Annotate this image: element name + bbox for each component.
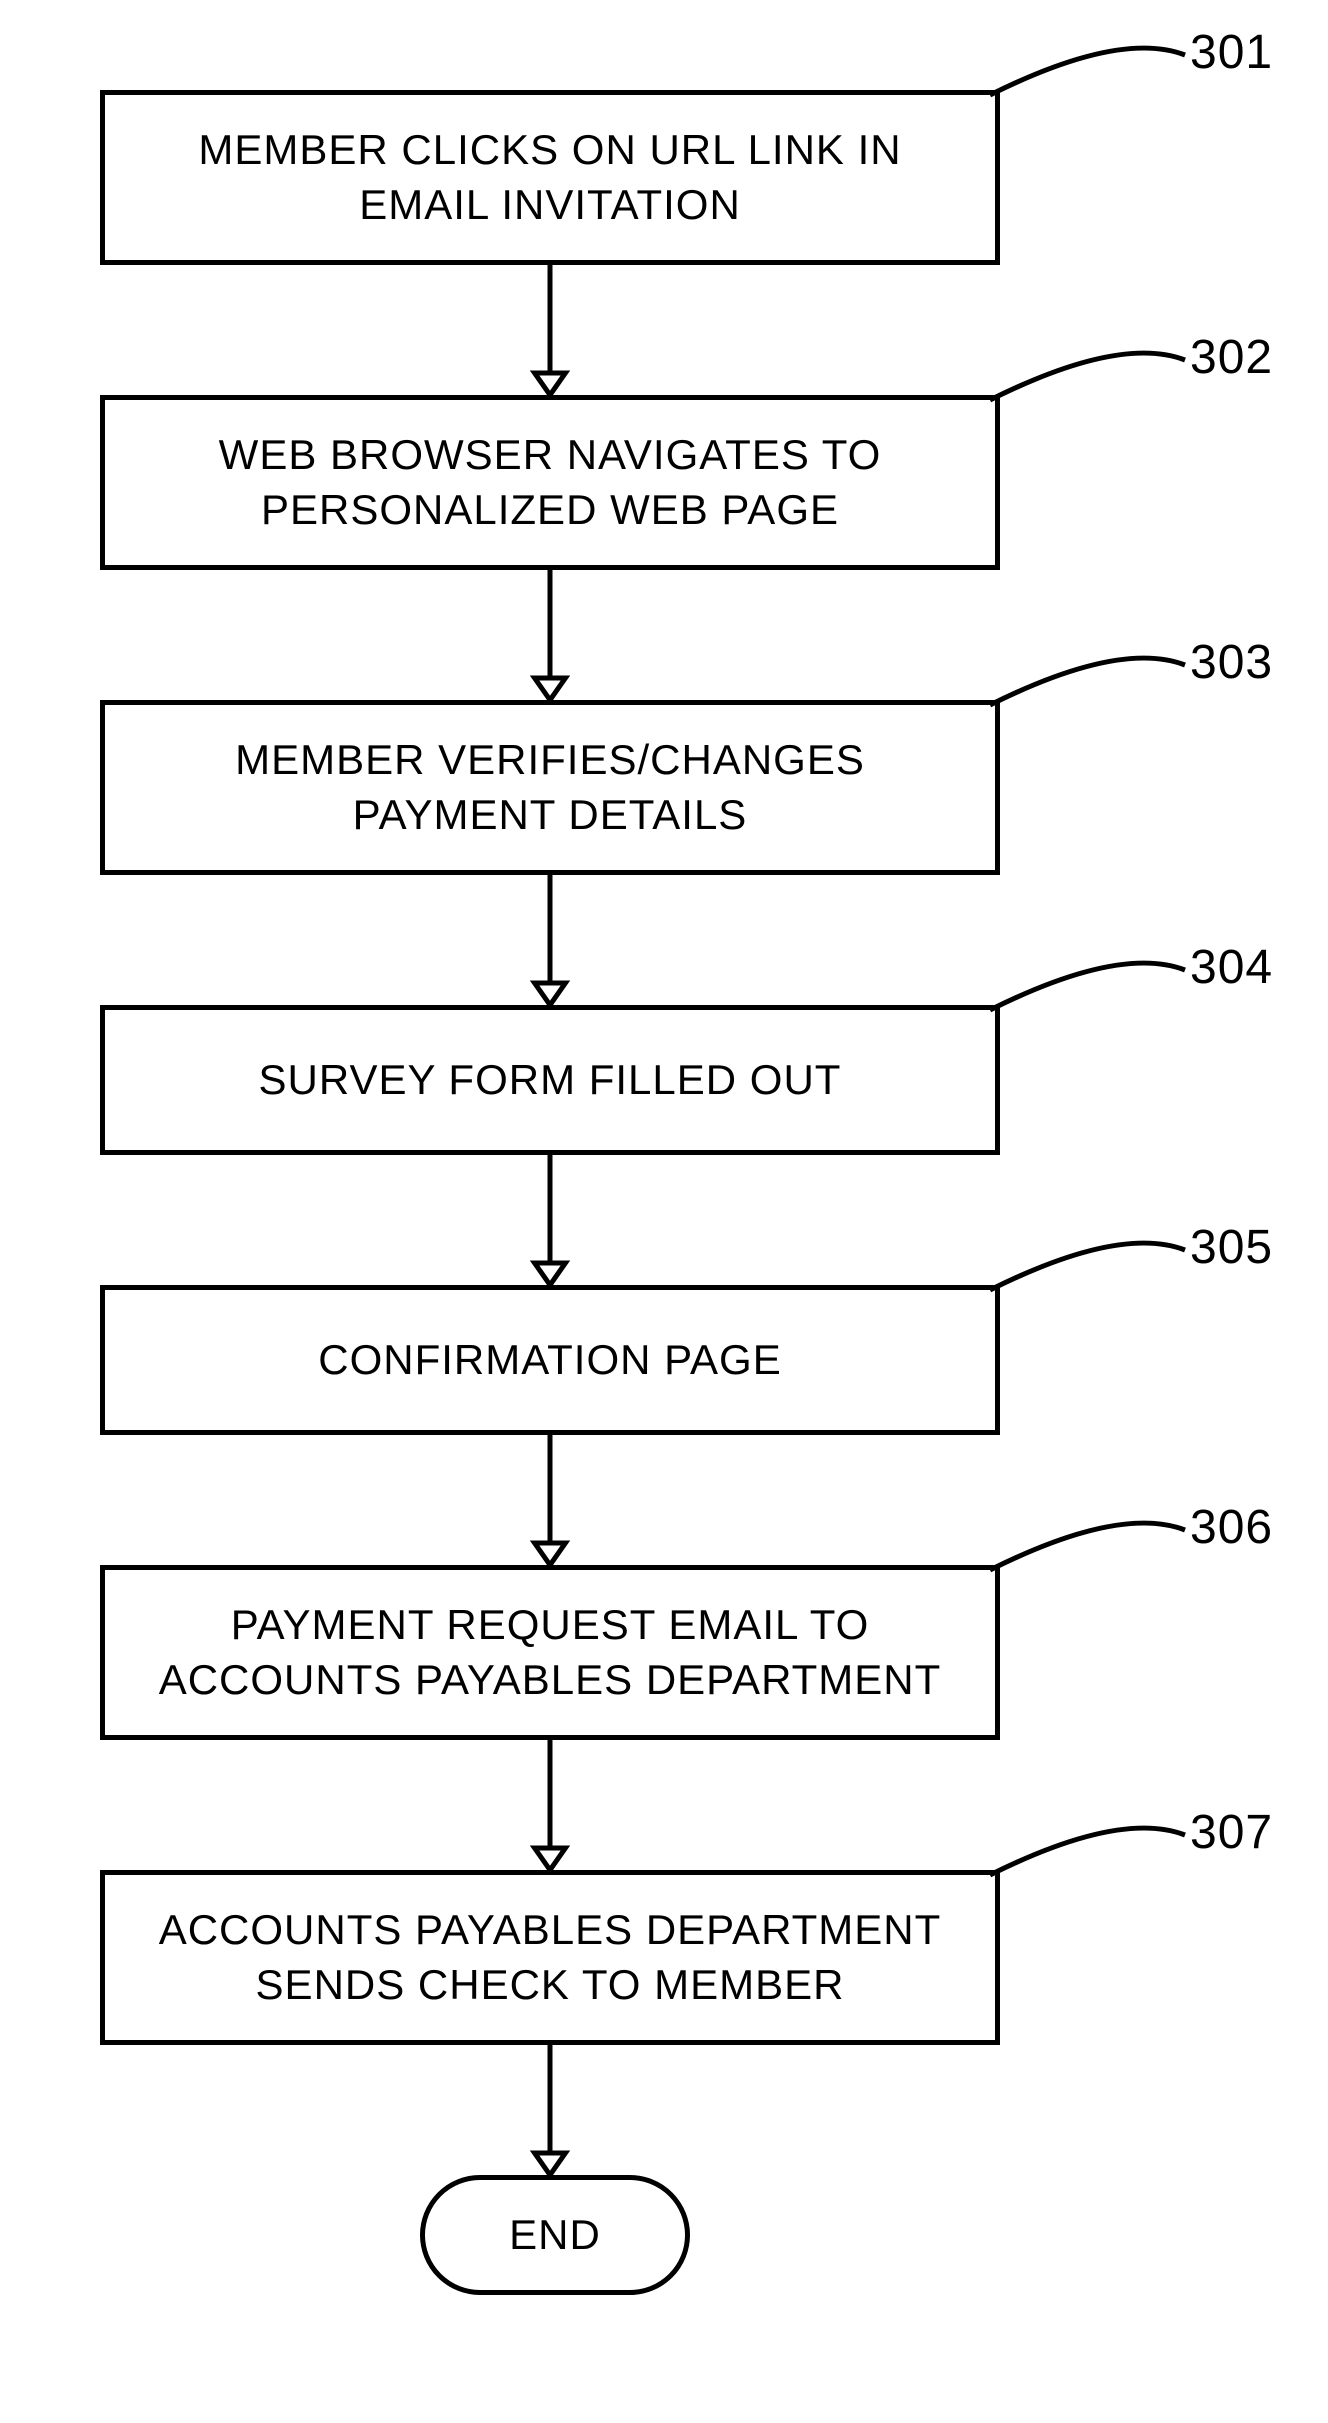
leaders-layer	[0, 0, 1328, 2423]
flowchart-canvas: MEMBER CLICKS ON URL LINK INEMAIL INVITA…	[0, 0, 1328, 2423]
